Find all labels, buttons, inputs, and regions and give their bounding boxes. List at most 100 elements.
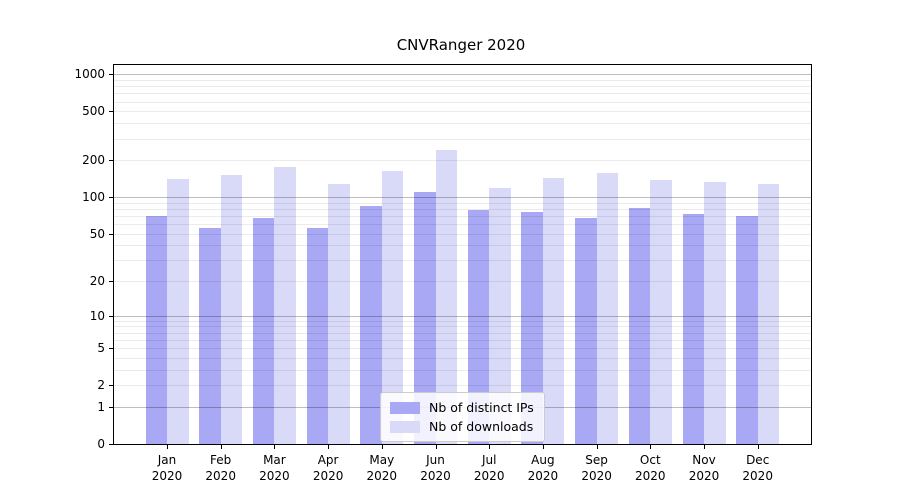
x-tick-label: Feb 2020 <box>205 453 236 483</box>
x-tick-label: Mar 2020 <box>259 453 290 483</box>
bar-downloads-mar <box>274 166 296 444</box>
y-tick-label: 500 <box>82 104 105 119</box>
legend-row-distinct-ips: Nb of distinct IPs <box>390 398 534 417</box>
minor-gridline <box>114 138 811 140</box>
y-tick-mark <box>109 74 113 76</box>
major-gridline <box>114 315 811 317</box>
bar-downloads-may <box>381 171 404 444</box>
minor-gridline <box>114 260 811 262</box>
y-tick-mark <box>109 197 113 199</box>
minor-gridline <box>114 245 811 247</box>
bar-downloads-oct <box>650 179 672 444</box>
bar-distinct-ips-mar <box>252 217 275 444</box>
y-tick-label: 100 <box>82 190 105 205</box>
y-tick-mark <box>109 315 113 317</box>
minor-gridline <box>114 86 811 88</box>
y-tick-mark <box>109 406 113 408</box>
bar-downloads-apr <box>328 184 350 444</box>
y-tick-mark <box>109 385 113 387</box>
bar-distinct-ips-oct <box>628 208 651 444</box>
bar-downloads-dec <box>757 183 780 444</box>
legend-label-distinct-ips: Nb of distinct IPs <box>429 400 534 415</box>
minor-gridline <box>114 348 811 350</box>
minor-gridline <box>114 369 811 371</box>
bar-distinct-ips-jan <box>145 215 167 444</box>
x-tick-label: Oct 2020 <box>635 453 666 483</box>
x-tick-label: Nov 2020 <box>688 453 720 483</box>
minor-gridline <box>114 385 811 387</box>
minor-gridline <box>114 320 811 322</box>
minor-gridline <box>114 326 811 328</box>
bar-downloads-jun <box>435 150 457 444</box>
minor-gridline <box>114 80 811 81</box>
minor-gridline <box>114 281 811 283</box>
x-tick-mark <box>489 445 491 449</box>
y-tick-mark <box>109 233 113 235</box>
y-tick-label: 2 <box>97 378 105 393</box>
bar-downloads-nov <box>704 181 726 444</box>
x-tick-mark <box>704 445 705 449</box>
x-tick-label: Dec 2020 <box>742 453 773 483</box>
x-tick-mark <box>381 445 383 449</box>
x-tick-mark <box>167 445 168 449</box>
bar-downloads-aug <box>542 178 565 444</box>
x-tick-label: May 2020 <box>366 453 398 483</box>
y-tick-label: 200 <box>82 153 105 168</box>
x-tick-mark <box>274 445 276 449</box>
legend-swatch-downloads <box>390 420 420 433</box>
minor-gridline <box>114 208 811 210</box>
y-tick-label: 10 <box>89 308 105 323</box>
bars-layer <box>114 65 811 444</box>
minor-gridline <box>114 332 811 334</box>
y-tick-label: 1000 <box>74 67 105 82</box>
bar-distinct-ips-may <box>360 205 382 444</box>
y-tick-label: 0 <box>97 437 105 451</box>
bar-distinct-ips-jun <box>414 191 436 444</box>
y-tick-mark <box>109 281 113 283</box>
x-tick-label: Jul 2020 <box>473 453 505 483</box>
bar-distinct-ips-apr <box>306 227 329 444</box>
chart-title: CNVRanger 2020 <box>396 36 526 54</box>
y-tick-mark <box>109 444 113 445</box>
minor-gridline <box>114 339 811 341</box>
major-gridline <box>114 197 811 199</box>
x-tick-label: Jun 2020 <box>420 453 451 483</box>
y-tick-mark <box>109 348 113 350</box>
y-tick-label: 50 <box>89 226 105 241</box>
x-tick-mark <box>435 445 437 449</box>
legend: Nb of distinct IPs Nb of downloads <box>380 392 545 442</box>
grid-layer <box>114 65 811 444</box>
bar-downloads-feb <box>220 175 243 444</box>
x-tick-mark <box>542 445 544 449</box>
minor-gridline <box>114 215 811 217</box>
x-tick-label: Aug 2020 <box>527 453 559 483</box>
y-tick-label: 1 <box>97 399 105 414</box>
x-tick-mark <box>596 445 598 449</box>
y-tick-label: 5 <box>97 341 105 356</box>
minor-gridline <box>114 160 811 162</box>
minor-gridline <box>114 123 811 125</box>
y-tick-mark <box>109 160 113 162</box>
legend-row-downloads: Nb of downloads <box>390 417 534 436</box>
x-tick-mark <box>328 445 330 449</box>
bar-distinct-ips-feb <box>199 227 221 444</box>
y-tick-mark <box>109 111 113 113</box>
major-gridline <box>114 74 811 76</box>
bar-downloads-sep <box>596 172 619 444</box>
minor-gridline <box>114 93 811 95</box>
bar-distinct-ips-jul <box>467 209 490 444</box>
y-tick-label: 20 <box>89 274 105 289</box>
bar-distinct-ips-sep <box>575 218 597 444</box>
minor-gridline <box>114 357 811 359</box>
bar-distinct-ips-dec <box>736 215 758 444</box>
bar-distinct-ips-nov <box>682 213 704 444</box>
bar-downloads-jul <box>489 188 511 444</box>
x-tick-mark <box>220 445 222 449</box>
bar-distinct-ips-aug <box>521 212 543 444</box>
x-tick-mark <box>757 445 759 449</box>
minor-gridline <box>114 101 811 103</box>
x-tick-label: Apr 2020 <box>312 453 344 483</box>
minor-gridline <box>114 233 811 235</box>
legend-swatch-distinct-ips <box>390 401 420 414</box>
